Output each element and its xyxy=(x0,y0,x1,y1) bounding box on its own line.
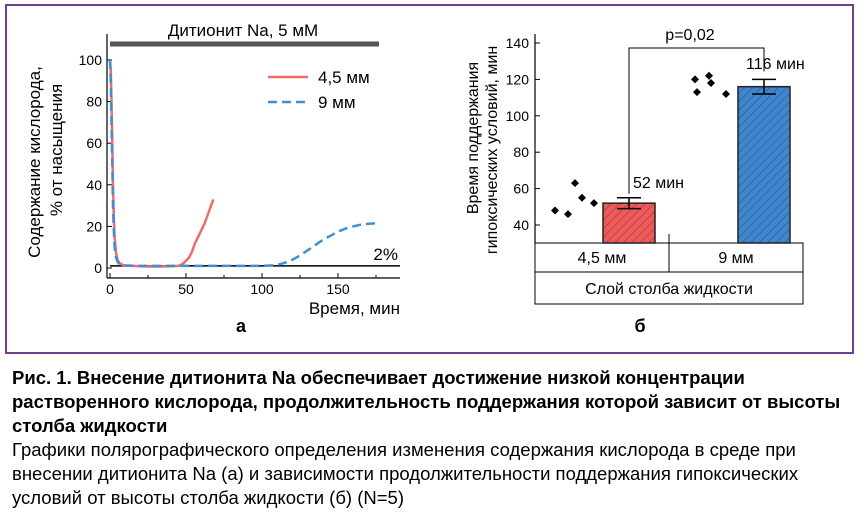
panel-label-a: а xyxy=(236,316,247,336)
caption-body: Графики полярографического определения и… xyxy=(12,439,799,508)
data-point-2 xyxy=(691,75,699,84)
data-point-1 xyxy=(564,210,572,219)
series-line-2 xyxy=(108,59,377,268)
y-tick-label-b: 80 xyxy=(513,144,529,160)
y-tick-label-a: 60 xyxy=(86,135,102,151)
x-tick-label-a: 50 xyxy=(178,281,194,297)
threshold-label: 2% xyxy=(373,245,398,264)
group-label: Слой столба жидкости xyxy=(585,281,753,298)
legend-label-2: 9 мм xyxy=(318,93,356,112)
panel-label-b: б xyxy=(634,316,645,336)
bar-1 xyxy=(602,202,656,244)
category-label-1: 4,5 мм xyxy=(578,250,627,267)
y-tick-label-a: 80 xyxy=(86,94,102,110)
data-point-1 xyxy=(578,193,586,202)
y-tick-label-a: 0 xyxy=(94,260,102,276)
data-point-1 xyxy=(571,179,579,188)
bar-2 xyxy=(737,85,791,244)
figure-frame xyxy=(5,4,854,354)
figure-panels: 0 20 40 60 80 100 0 50 100 150 Время, мин Содержани… xyxy=(25,21,805,336)
figure-caption: Рис. 1. Внесение дитионита Na обеспечива… xyxy=(12,366,852,510)
y-axis-label-b: Время поддержания xyxy=(465,62,482,214)
value-label-2: 116 мин xyxy=(746,56,805,73)
dithionite-label: Дитионит Na, 5 мМ xyxy=(168,21,318,40)
significance-bracket xyxy=(628,47,765,194)
y-tick-label-b: 100 xyxy=(506,108,530,124)
series-line-1 xyxy=(108,59,215,268)
y-axis-label-b-2: гипоксических условий, мин xyxy=(484,46,501,254)
caption-title: Рис. 1. Внесение дитионита Na обеспечива… xyxy=(12,367,841,436)
value-label-1: 52 мин xyxy=(633,175,684,192)
data-point-1 xyxy=(551,206,559,215)
legend-label-1: 4,5 мм xyxy=(318,68,370,87)
x-axis-label-a: Время, мин xyxy=(309,299,400,318)
y-axis-label-a-2: % от насыщения xyxy=(47,84,66,216)
significance-label: p=0,02 xyxy=(665,27,714,44)
data-point-2 xyxy=(707,79,715,88)
data-point-2 xyxy=(693,88,701,97)
y-tick-label-a: 100 xyxy=(79,52,103,68)
y-tick-label-b: 120 xyxy=(506,71,530,87)
y-tick-label-b: 60 xyxy=(513,181,529,197)
data-point-2 xyxy=(722,89,730,98)
y-tick-label-a: 40 xyxy=(86,177,102,193)
y-tick-label-b: 40 xyxy=(513,217,529,233)
x-tick-label-a: 0 xyxy=(106,281,114,297)
x-tick-label-a: 150 xyxy=(326,281,350,297)
y-tick-label-b: 140 xyxy=(506,35,530,51)
category-label-2: 9 мм xyxy=(718,250,753,267)
x-tick-label-a: 100 xyxy=(250,281,274,297)
data-point-2 xyxy=(705,71,713,80)
y-axis-label-a: Содержание кислорода, xyxy=(25,66,44,258)
data-point-1 xyxy=(590,199,598,208)
y-tick-label-a: 20 xyxy=(86,218,102,234)
